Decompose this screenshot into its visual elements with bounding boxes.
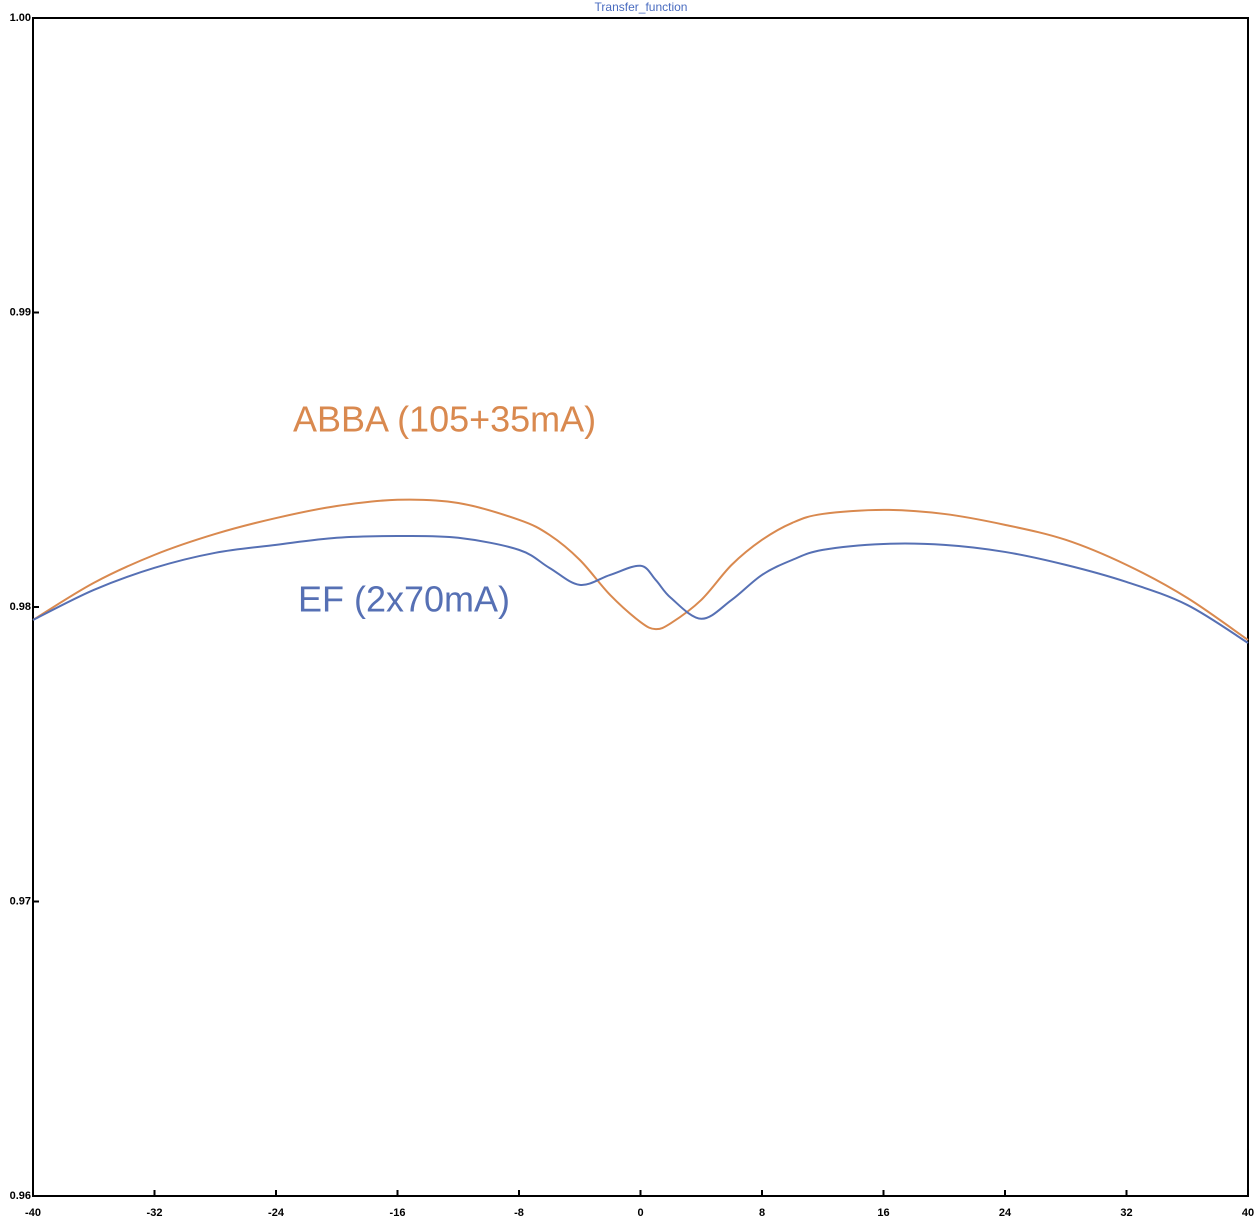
y-tick-label: 0.96 xyxy=(10,1190,31,1202)
series-line xyxy=(32,498,1249,641)
chart-title: Transfer_function xyxy=(595,0,688,14)
x-tick-label: 40 xyxy=(1242,1207,1254,1219)
x-tick-label: 24 xyxy=(999,1207,1012,1219)
y-tick-label: 0.99 xyxy=(10,306,31,318)
plot-frame xyxy=(32,17,1249,1197)
y-tick-label: 1.00 xyxy=(10,12,31,24)
y-tick-label: 0.98 xyxy=(10,601,31,613)
x-tick-label: -8 xyxy=(514,1207,524,1219)
x-tick-label: 8 xyxy=(759,1207,765,1219)
x-tick-label: 32 xyxy=(1120,1207,1132,1219)
x-tick-label: 0 xyxy=(637,1207,643,1219)
series-line xyxy=(32,534,1249,644)
series-label: EF (2x70mA) xyxy=(298,579,510,620)
x-tick-label: -24 xyxy=(268,1207,285,1219)
x-tick-label: 16 xyxy=(877,1207,889,1219)
x-tick-label: -32 xyxy=(147,1207,163,1219)
x-tick-label: -16 xyxy=(390,1207,406,1219)
series-label: ABBA (105+35mA) xyxy=(293,399,596,440)
x-tick-label: -40 xyxy=(25,1207,41,1219)
y-tick-label: 0.97 xyxy=(10,895,31,907)
